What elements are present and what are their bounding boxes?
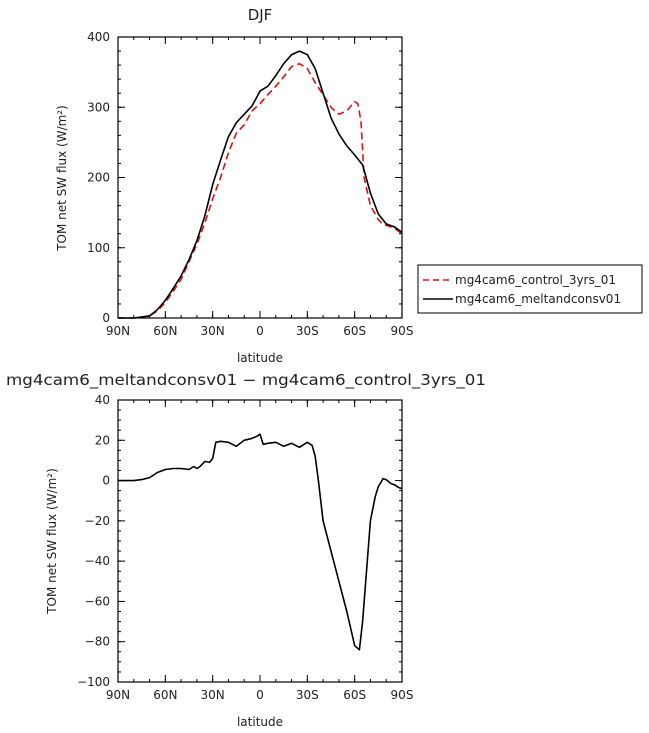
top-series-lines <box>118 50 403 319</box>
top-y-axis-label: TOM net SW flux (W/m²) <box>55 105 69 252</box>
top-panel: DJF 90N 60N 30N 0 30S 60S 90S 0 100 200 300 400 la… <box>55 6 413 365</box>
bottom-y-tick-label: 0 <box>102 474 110 488</box>
bottom-y-tick-label: −80 <box>85 635 110 649</box>
bottom-x-tick-label: 0 <box>256 688 264 702</box>
bottom-y-tick-label: 20 <box>95 433 110 447</box>
bottom-x-tick-label: 90N <box>106 688 130 702</box>
bottom-x-tick-labels: 90N 60N 30N 0 30S 60S 90S <box>106 688 414 702</box>
bottom-x-tick-label: 90S <box>391 688 414 702</box>
legend-box <box>417 264 643 314</box>
top-x-tick-label: 0 <box>256 324 264 338</box>
top-y-tick-label: 0 <box>102 311 110 325</box>
bottom-panel-title: mg4cam6_meltandconsv01 − mg4cam6_control… <box>6 371 486 390</box>
legend-label-melt: mg4cam6_meltandconsv01 <box>455 292 621 306</box>
bottom-axes-ticks <box>117 399 403 683</box>
top-x-tick-label: 90S <box>391 324 414 338</box>
bottom-y-tick-label: 40 <box>95 393 110 407</box>
top-x-tick-label: 30N <box>201 324 225 338</box>
top-y-tick-label: 100 <box>87 241 110 255</box>
top-x-tick-label: 90N <box>106 324 130 338</box>
bottom-y-tick-label: −60 <box>85 594 110 608</box>
top-y-tick-label: 400 <box>87 30 110 44</box>
bottom-panel: mg4cam6_meltandconsv01 − mg4cam6_control… <box>6 371 486 729</box>
top-y-tick-label: 300 <box>87 100 110 114</box>
bottom-series-lines <box>118 433 403 651</box>
top-axes-ticks <box>117 36 403 319</box>
top-panel-title: DJF <box>248 6 273 24</box>
bottom-y-tick-labels: −100 −80 −60 −40 −20 0 20 40 <box>77 393 110 689</box>
bottom-y-axis-label: TOM net SW flux (W/m²) <box>45 468 59 615</box>
top-series-line-1 <box>118 50 403 319</box>
top-plot-frame <box>117 36 403 319</box>
top-series-line-0 <box>118 62 403 319</box>
bottom-x-tick-label: 60S <box>343 688 366 702</box>
top-x-tick-label: 60N <box>153 324 177 338</box>
top-y-tick-labels: 0 100 200 300 400 <box>87 30 110 325</box>
bottom-x-tick-label: 60N <box>153 688 177 702</box>
bottom-y-tick-label: −100 <box>77 675 110 689</box>
legend-label-control: mg4cam6_control_3yrs_01 <box>455 273 616 287</box>
top-x-axis-label: latitude <box>237 351 283 365</box>
top-y-tick-label: 200 <box>87 171 110 185</box>
bottom-x-tick-label: 30S <box>296 688 319 702</box>
bottom-plot-frame <box>117 399 403 683</box>
bottom-x-axis-label: latitude <box>237 715 283 729</box>
bottom-series-line-0 <box>118 433 403 651</box>
bottom-x-tick-label: 30N <box>201 688 225 702</box>
bottom-y-tick-label: −40 <box>85 554 110 568</box>
legend: mg4cam6_control_3yrs_01 mg4cam6_meltandc… <box>417 264 643 314</box>
bottom-y-tick-label: −20 <box>85 514 110 528</box>
top-x-tick-label: 30S <box>296 324 319 338</box>
top-x-tick-labels: 90N 60N 30N 0 30S 60S 90S <box>106 324 414 338</box>
top-x-tick-label: 60S <box>343 324 366 338</box>
